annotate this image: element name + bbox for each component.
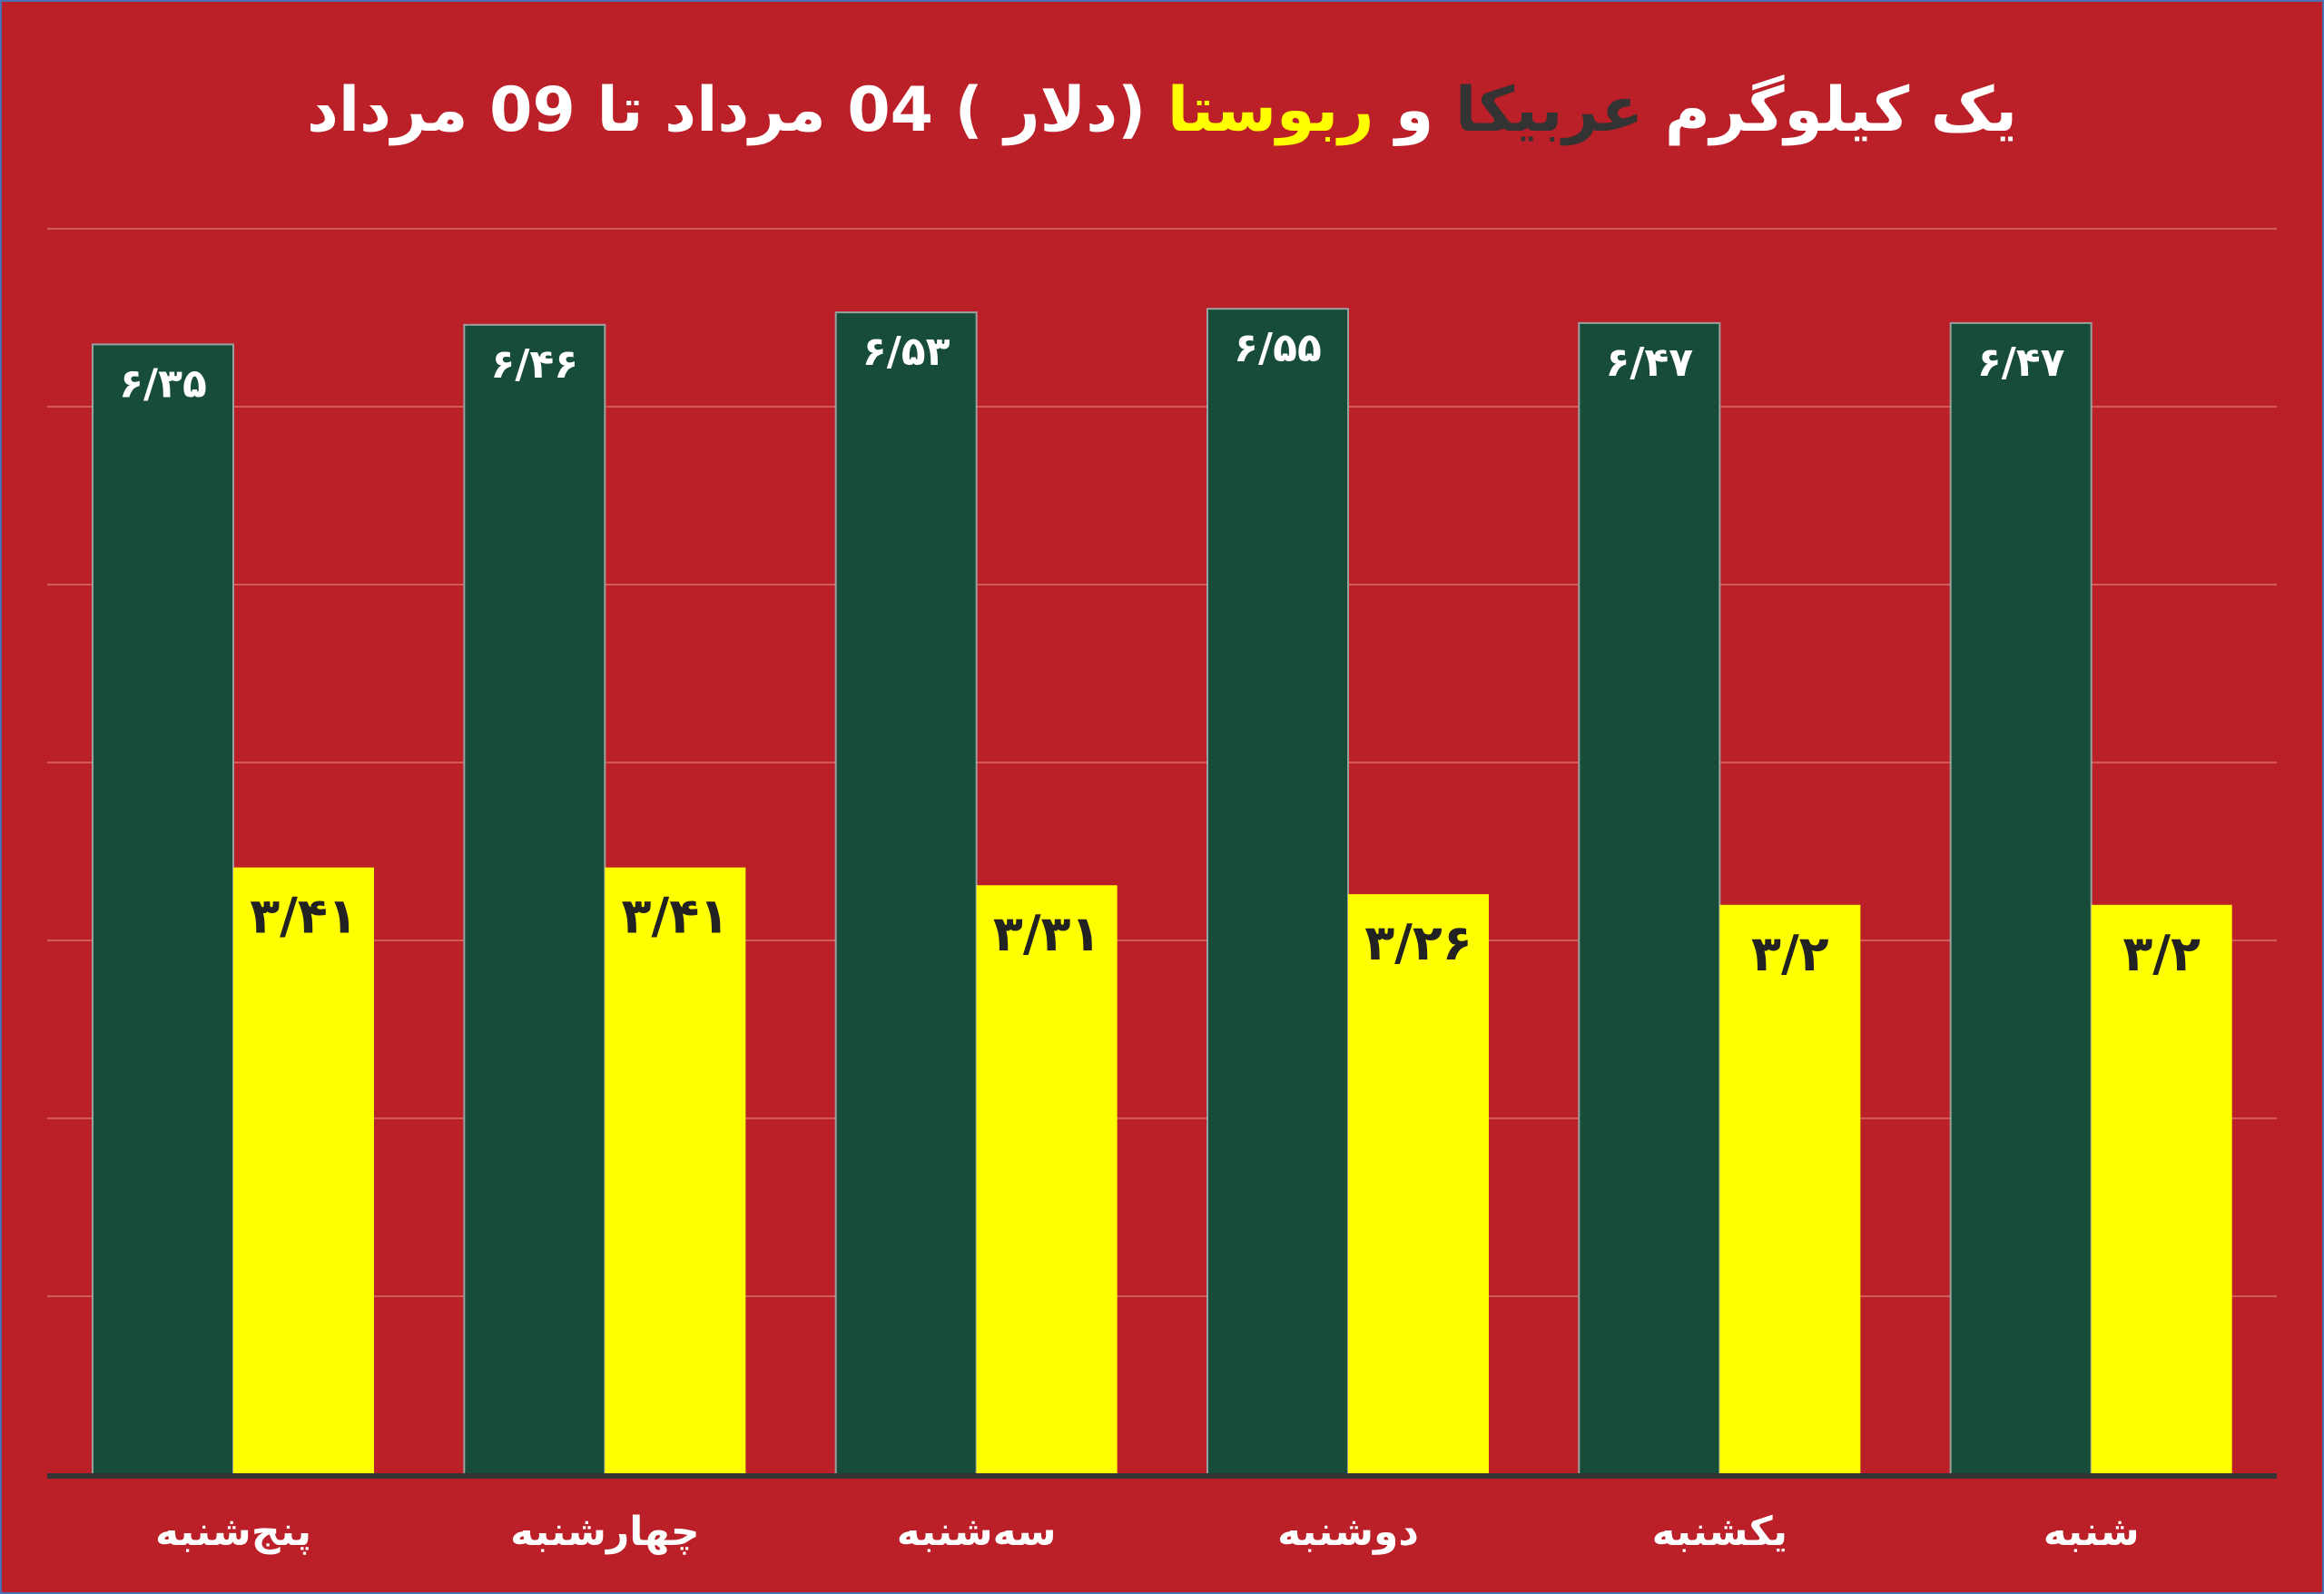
x-tick-label: یکشنبه (1652, 1509, 1788, 1555)
chart-title: یک کیلوگرم عربیکا و ربوستا (دلار ) 04 مر… (2, 65, 2322, 156)
robusta-value-label: ۳/۴۱ (250, 888, 358, 945)
robusta-value-label: ۳/۲۶ (1364, 914, 1472, 971)
arabica-bar (463, 323, 606, 1476)
robusta-bar (233, 867, 374, 1474)
title-part-2: و (1395, 74, 1434, 146)
arabica-value-label: ۶/۳۵ (119, 360, 207, 407)
gridlines (47, 228, 2277, 1297)
robusta-bar (976, 885, 1118, 1474)
arabica-value-label: ۶/۵۳ (862, 329, 950, 375)
robusta-bar (1719, 904, 1861, 1474)
title-part-3: (دلار ) 04 مرداد تا 09 مرداد (306, 74, 1147, 146)
arabica-bar (1949, 321, 2093, 1475)
arabica-value-label: ۶/۴۷ (1606, 339, 1694, 386)
value-labels: ۶/۳۵ ۳/۴۱ ۶/۴۶ ۳/۴۱ ۶/۵۳ ۳/۳۱ ۶/۵۵ ۳/۲۶ ۶/۴۷ ۳/۲ ۶… (119, 325, 2201, 982)
title-part-1: یک کیلوگرم (1664, 74, 2018, 146)
arabica-bar (834, 311, 978, 1475)
arabica-value-label: ۶/۵۵ (1234, 325, 1322, 371)
x-tick-label: دوشنبه (1277, 1509, 1419, 1555)
robusta-value-label: ۳/۴۱ (622, 888, 730, 945)
bars (92, 308, 2232, 1476)
robusta-bar (1348, 894, 1489, 1474)
x-axis: پنج‌شنبه چهارشنبه سه‌شنبه دوشنبه یکشنبه شنبه (47, 1473, 2277, 1555)
robusta-value-label: ۳/۲ (1751, 925, 1829, 982)
robusta-bar (605, 867, 746, 1474)
arabica-bar (1578, 321, 1721, 1475)
title-robusta: ربوستا (1167, 74, 1374, 146)
arabica-value-label: ۶/۴۶ (491, 341, 579, 388)
arabica-value-label: ۶/۴۷ (1977, 339, 2065, 386)
title-arabica: عربیکا (1455, 74, 1644, 146)
arabica-bar (1206, 308, 1349, 1476)
x-tick-label: چهارشنبه (510, 1509, 699, 1555)
robusta-bar (2091, 904, 2232, 1474)
x-tick-label: پنج‌شنبه (155, 1509, 311, 1555)
x-tick-label: سه‌شنبه (897, 1509, 1057, 1555)
robusta-value-label: ۳/۲ (2122, 925, 2201, 982)
arabica-bar (92, 343, 234, 1475)
robusta-value-label: ۳/۳۱ (993, 905, 1101, 962)
x-tick-label: شنبه (2043, 1509, 2140, 1555)
